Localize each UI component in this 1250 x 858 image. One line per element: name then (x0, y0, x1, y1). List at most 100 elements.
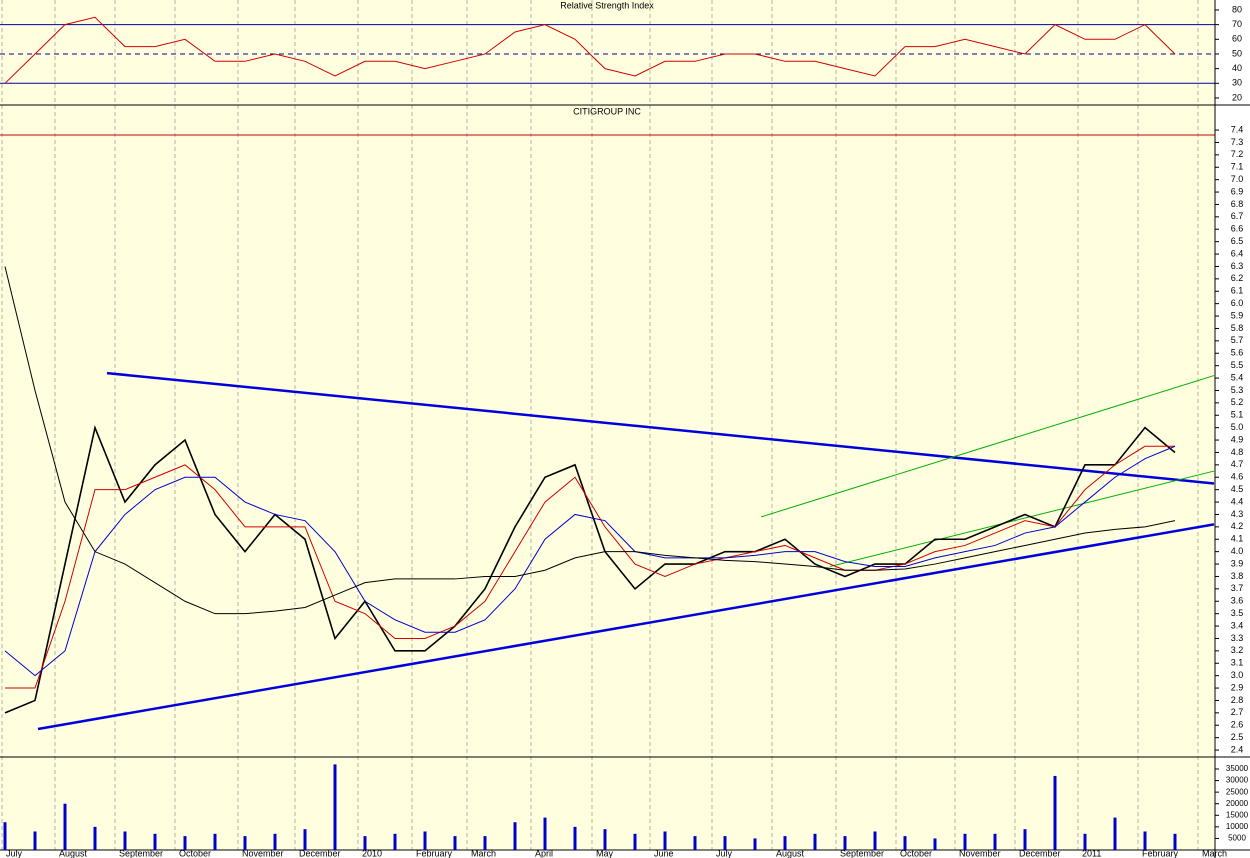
y-tick-label: 5.1 (1231, 410, 1244, 420)
x-tick-label: April (535, 848, 553, 858)
volume-bar (363, 836, 367, 850)
y-tick-label: 4.5 (1231, 484, 1244, 494)
y-tick-label: 6.8 (1231, 199, 1244, 209)
series-line (4, 266, 1176, 615)
y-tick-label: 6.9 (1231, 186, 1244, 196)
x-tick-label: December (1019, 848, 1061, 858)
y-tick-label: 3.7 (1231, 583, 1244, 593)
y-tick-label: 25000 (1226, 787, 1249, 796)
x-tick-label: 2011 (1082, 848, 1101, 858)
volume-bar (1143, 831, 1147, 850)
volume-bar (3, 822, 7, 850)
y-tick-label: 3.5 (1231, 608, 1244, 618)
y-tick-label: 3.2 (1231, 645, 1244, 655)
y-tick-label: 35000 (1226, 764, 1249, 773)
volume-bar (843, 836, 847, 850)
y-tick-label: 5.9 (1231, 310, 1244, 320)
volume-bar (573, 826, 577, 850)
y-tick-label: 6.7 (1231, 211, 1244, 221)
volume-bar (243, 836, 247, 850)
volume-bar (933, 838, 937, 850)
y-tick-label: 4.6 (1231, 472, 1244, 482)
series-line (4, 16, 1176, 84)
y-tick-label: 4.9 (1231, 434, 1244, 444)
y-tick-label: 5.7 (1231, 335, 1244, 345)
y-tick-label: 5.8 (1231, 323, 1244, 333)
volume-bar (663, 831, 667, 850)
y-tick-label: 2.9 (1231, 682, 1244, 692)
volume-bar (63, 803, 67, 850)
y-tick-label: 6.4 (1231, 248, 1244, 258)
volume-bar (93, 826, 97, 850)
volume-bar (993, 833, 997, 850)
y-tick-label: 5000 (1228, 834, 1246, 843)
volume-bar (393, 833, 397, 850)
x-tick-label: July (716, 848, 733, 858)
x-tick-label: March (471, 848, 496, 858)
y-tick-label: 2.5 (1231, 732, 1244, 742)
volume-bar (303, 829, 307, 850)
y-tick-label: 20000 (1226, 799, 1249, 808)
x-tick-label: May (596, 848, 614, 858)
y-tick-label: 6.6 (1231, 224, 1244, 234)
y-tick-label: 3.8 (1231, 571, 1244, 581)
y-tick-label: 70 (1232, 19, 1242, 29)
trend-line (106, 371, 1215, 485)
x-tick-label: August (776, 848, 805, 858)
y-tick-label: 4.7 (1231, 459, 1244, 469)
volume-bar (873, 831, 877, 850)
x-tick-label: July (6, 848, 23, 858)
y-tick-label: 7.1 (1231, 162, 1244, 172)
volume-bar (1083, 833, 1087, 850)
y-tick-label: 4.3 (1231, 509, 1244, 519)
y-tick-label: 4.2 (1231, 521, 1244, 531)
panel-title: Relative Strength Index (560, 0, 654, 10)
y-tick-label: 15000 (1226, 810, 1249, 819)
volume-bar (903, 836, 907, 850)
y-tick-label: 2.7 (1231, 707, 1244, 717)
volume-bar (693, 836, 697, 850)
y-tick-label: 7.0 (1231, 174, 1244, 184)
y-tick-label: 4.4 (1231, 496, 1244, 506)
y-tick-label: 6.2 (1231, 273, 1244, 283)
y-tick-label: 3.3 (1231, 633, 1244, 643)
x-tick-label: August (59, 848, 88, 858)
y-tick-label: 30 (1232, 78, 1242, 88)
y-tick-label: 5.4 (1231, 372, 1244, 382)
volume-bar (123, 831, 127, 850)
y-tick-label: 5.3 (1231, 385, 1244, 395)
y-tick-label: 6.3 (1231, 261, 1244, 271)
volume-bar (213, 833, 217, 850)
volume-bar (483, 836, 487, 850)
volume-bar (1173, 833, 1177, 850)
y-tick-label: 3.4 (1231, 620, 1244, 630)
y-tick-label: 5.0 (1231, 422, 1244, 432)
y-tick-label: 2.4 (1231, 744, 1244, 754)
x-tick-label: September (840, 848, 884, 858)
y-tick-label: 4.1 (1231, 534, 1244, 544)
y-tick-label: 3.6 (1231, 596, 1244, 606)
volume-bar (783, 836, 787, 850)
y-tick-label: 5.6 (1231, 348, 1244, 358)
y-tick-label: 5.2 (1231, 397, 1244, 407)
y-tick-label: 20 (1232, 92, 1242, 102)
volume-bar (423, 831, 427, 850)
y-tick-label: 7.4 (1231, 124, 1244, 134)
x-tick-label: November (959, 848, 1001, 858)
volume-bar (723, 836, 727, 850)
volume-bar (153, 833, 157, 850)
x-tick-label: 2010 (362, 848, 382, 858)
y-tick-label: 3.9 (1231, 558, 1244, 568)
trend-line (37, 523, 1215, 731)
volume-bar (513, 822, 517, 850)
volume-bar (813, 833, 817, 850)
x-tick-label: October (179, 848, 211, 858)
volume-bar (633, 833, 637, 850)
volume-bar (1113, 817, 1117, 850)
x-tick-label: June (654, 848, 674, 858)
x-tick-label: September (119, 848, 163, 858)
y-tick-label: 2.8 (1231, 695, 1244, 705)
panel-title: CITIGROUP INC (573, 106, 641, 116)
y-tick-label: 7.2 (1231, 149, 1244, 159)
trend-line (829, 470, 1215, 568)
